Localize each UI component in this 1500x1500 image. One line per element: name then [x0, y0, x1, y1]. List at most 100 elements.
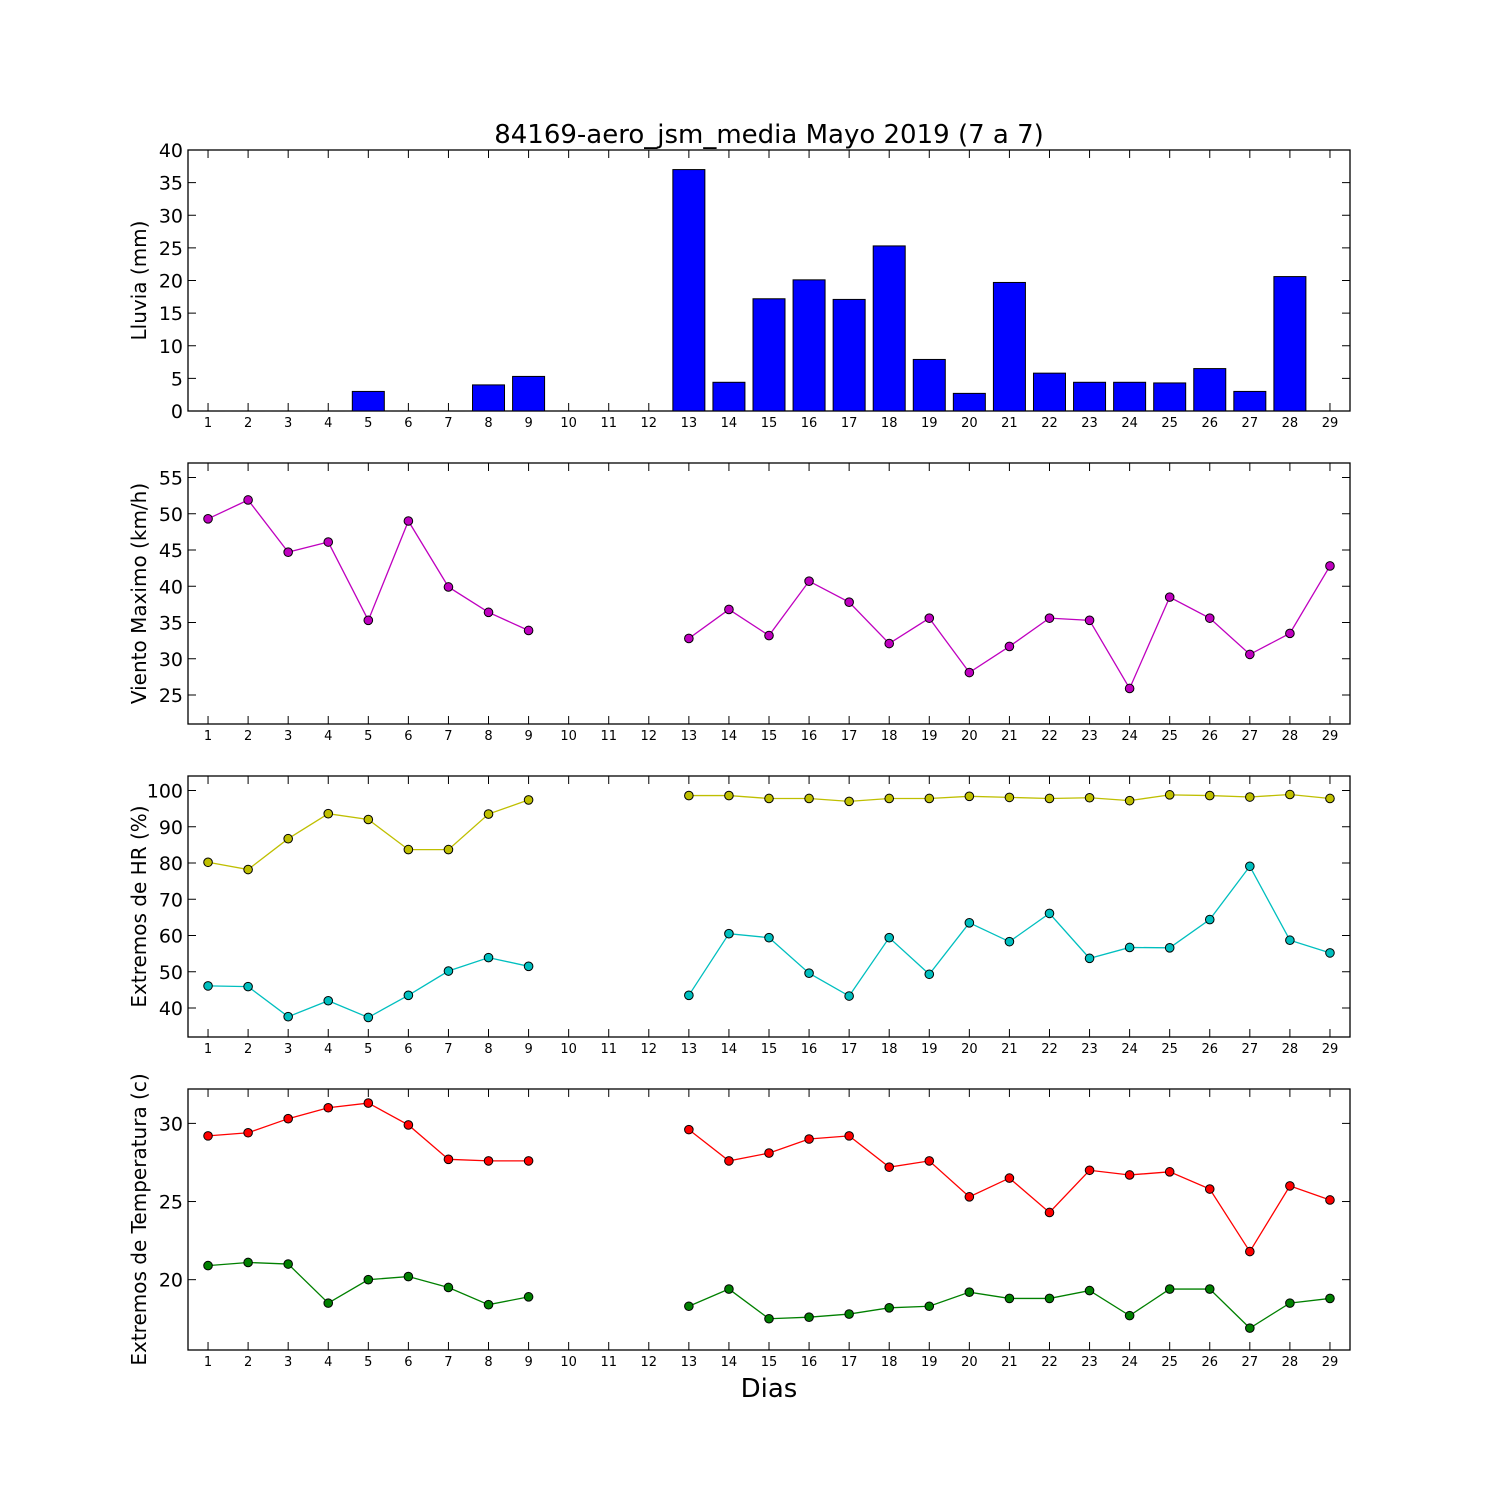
series-1-point-day-13 — [684, 633, 694, 644]
series-1-point-day-17 — [844, 597, 854, 608]
series-1-point-day-25 — [1164, 592, 1175, 602]
x-tick-label: 28 — [1282, 1042, 1299, 1057]
x-tick-label: 5 — [364, 416, 372, 431]
series-2-point-day-28 — [1285, 935, 1295, 946]
series-2-point-day-17 — [844, 991, 854, 1001]
x-tick-label: 3 — [284, 1355, 292, 1370]
series-2-point-day-3 — [283, 1011, 293, 1022]
x-tick-label: 24 — [1121, 416, 1138, 431]
x-tick-label: 9 — [524, 1042, 532, 1057]
series-1-line — [688, 1129, 1331, 1253]
x-axis-label: Dias — [741, 1374, 798, 1404]
x-tick-label: 11 — [600, 1042, 617, 1057]
x-tick-label: 25 — [1161, 729, 1178, 744]
series-2-point-day-5 — [363, 1274, 374, 1285]
series-2-point-day-27 — [1245, 861, 1255, 872]
y-tick-label: 60 — [159, 926, 183, 948]
x-tick-label: 4 — [324, 729, 332, 744]
x-tick-label: 25 — [1161, 1355, 1178, 1370]
y-tick-label: 15 — [159, 303, 183, 325]
y-tick-label: 90 — [159, 817, 183, 839]
series-1-point-day-5 — [363, 814, 374, 825]
x-tick-label: 6 — [404, 1042, 412, 1057]
y-tick-label: 40 — [159, 576, 183, 598]
x-tick-label: 12 — [641, 1355, 658, 1370]
x-tick-label: 12 — [641, 729, 658, 744]
series-2-point-day-6 — [403, 990, 414, 1001]
series-1-point-day-14 — [724, 604, 734, 615]
series-2-point-day-8 — [483, 952, 494, 963]
series-1-point-day-26 — [1204, 1184, 1215, 1194]
x-tick-label: 6 — [404, 416, 412, 431]
series-1-point-day-28 — [1285, 628, 1295, 639]
x-tick-label: 4 — [324, 416, 332, 431]
x-tick-label: 6 — [404, 1355, 412, 1370]
series-1-point-day-21 — [1004, 641, 1015, 652]
x-tick-label: 20 — [961, 416, 978, 431]
series-2-point-day-25 — [1164, 943, 1175, 953]
series-1-point-day-4 — [323, 537, 334, 547]
bar-day-21 — [992, 281, 1026, 412]
y-tick-label: 50 — [159, 962, 183, 984]
x-tick-label: 16 — [801, 1042, 818, 1057]
y-tick-label: 25 — [159, 238, 183, 260]
bar-day-25 — [1153, 382, 1187, 412]
x-tick-label: 11 — [600, 729, 617, 744]
series-2-point-day-21 — [1004, 936, 1015, 947]
series-1-point-day-16 — [804, 576, 814, 586]
bar-day-17 — [832, 298, 866, 412]
series-1-point-day-22 — [1044, 613, 1055, 623]
x-tick-label: 14 — [721, 729, 738, 744]
x-tick-label: 12 — [641, 416, 658, 431]
x-tick-label: 20 — [961, 729, 978, 744]
series-1-point-day-16 — [804, 1134, 814, 1144]
x-tick-label: 1 — [204, 1042, 212, 1057]
series-1-point-day-8 — [483, 809, 494, 819]
series-2-point-day-17 — [844, 1309, 854, 1319]
x-tick-label: 12 — [641, 1042, 658, 1057]
bar-day-24 — [1113, 381, 1147, 412]
x-tick-label: 18 — [881, 1355, 898, 1370]
x-tick-label: 17 — [841, 1042, 858, 1057]
x-tick-label: 17 — [841, 1355, 858, 1370]
x-tick-label: 17 — [841, 416, 858, 431]
x-tick-label: 21 — [1001, 1355, 1018, 1370]
bar-day-27 — [1233, 390, 1267, 412]
plot-frame — [187, 775, 1351, 1038]
x-tick-label: 24 — [1121, 729, 1138, 744]
bar-day-16 — [792, 279, 826, 412]
y-tick-label: 5 — [171, 368, 183, 390]
chart-title: 84169-aero_jsm_media Mayo 2019 (7 a 7) — [494, 120, 1044, 150]
series-1-point-day-13 — [684, 1124, 694, 1135]
x-tick-label: 7 — [444, 1042, 452, 1057]
series-2-point-day-24 — [1124, 1310, 1135, 1321]
y-tick-label: 30 — [159, 1113, 183, 1135]
series-2-point-day-6 — [403, 1271, 414, 1282]
series-1-point-day-14 — [724, 1156, 734, 1166]
series-1-point-day-6 — [403, 516, 414, 526]
x-tick-label: 3 — [284, 729, 292, 744]
x-tick-label: 23 — [1081, 416, 1098, 431]
series-1-point-day-2 — [243, 1127, 253, 1138]
series-1-point-day-16 — [804, 793, 814, 804]
series-2-point-day-2 — [243, 981, 253, 992]
series-1-point-day-18 — [884, 638, 895, 649]
x-tick-label: 8 — [484, 729, 492, 744]
series-2-point-day-26 — [1204, 914, 1215, 925]
y-tick-label: 25 — [159, 1192, 183, 1214]
series-2-point-day-4 — [323, 995, 334, 1006]
series-2-point-day-9 — [523, 1292, 534, 1302]
series-2-point-day-8 — [483, 1299, 494, 1310]
y-tick-label: 70 — [159, 889, 183, 911]
x-tick-label: 2 — [244, 1355, 252, 1370]
series-1-point-day-27 — [1245, 1246, 1255, 1257]
x-tick-label: 28 — [1282, 1355, 1299, 1370]
series-2-point-day-15 — [764, 1313, 774, 1324]
x-tick-label: 10 — [560, 416, 577, 431]
bar-day-28 — [1273, 276, 1307, 412]
series-1-point-day-27 — [1245, 649, 1255, 660]
x-tick-label: 9 — [524, 729, 532, 744]
series-1-point-day-20 — [964, 1192, 975, 1202]
